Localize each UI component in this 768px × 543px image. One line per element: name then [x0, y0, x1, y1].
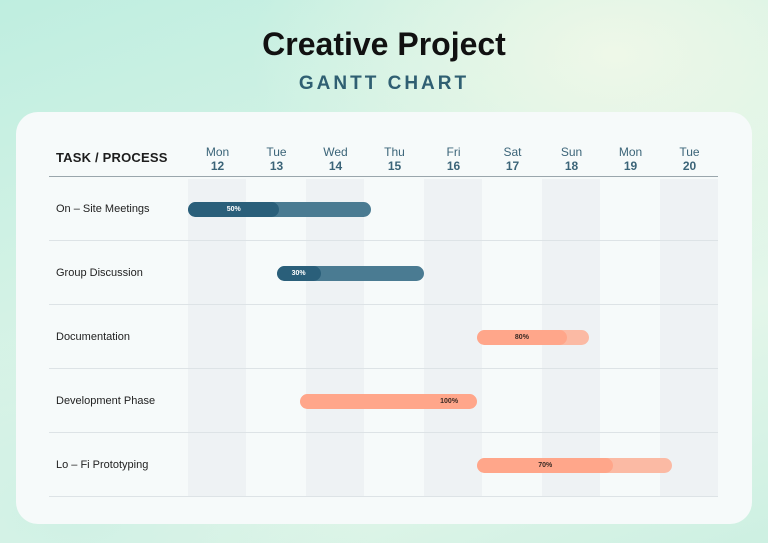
task-label: Documentation: [56, 331, 130, 343]
day-name: Sat: [503, 145, 522, 159]
task-progress-fill: [300, 394, 478, 409]
task-progress-label: 70%: [538, 462, 553, 469]
task-progress-fill: [276, 266, 321, 281]
day-number: 18: [564, 159, 579, 173]
day-name: Fri: [446, 145, 461, 159]
task-label: Group Discussion: [56, 267, 143, 279]
day-number: 13: [269, 159, 284, 173]
task-progress-label: 80%: [514, 334, 529, 341]
day-header: Mon 19: [601, 145, 661, 173]
day-name: Thu: [384, 145, 405, 159]
task-label: On – Site Meetings: [56, 203, 150, 215]
day-number: 12: [210, 159, 225, 173]
task-progress-fill: [477, 330, 567, 345]
day-header: Tue 20: [660, 145, 720, 173]
day-name: Mon: [618, 145, 643, 159]
day-name: Tue: [679, 145, 700, 159]
day-name: Sun: [560, 145, 583, 159]
day-header: Fri 16: [424, 145, 484, 173]
day-header: Mon 12: [188, 145, 248, 173]
row-divider: [49, 240, 718, 241]
day-name: Mon: [205, 145, 230, 159]
row-divider: [49, 432, 718, 433]
task-bar[interactable]: 70%: [477, 458, 672, 473]
task-bar[interactable]: 30%: [276, 266, 424, 281]
task-column-header: TASK / PROCESS: [56, 150, 168, 165]
day-number: 19: [623, 159, 638, 173]
column-stripe: [306, 179, 364, 496]
task-bar[interactable]: 80%: [477, 330, 590, 345]
day-header: Tue 13: [247, 145, 307, 173]
task-label: Lo – Fi Prototyping: [56, 459, 149, 471]
row-divider: [49, 496, 718, 497]
row-divider: [49, 368, 718, 369]
task-progress-fill: [188, 202, 280, 217]
day-number: 14: [328, 159, 343, 173]
task-progress-fill: [477, 458, 614, 473]
day-number: 17: [505, 159, 520, 173]
page-title: Creative Project: [262, 26, 506, 62]
task-label: Development Phase: [56, 395, 156, 407]
day-header: Sun 18: [542, 145, 602, 173]
column-stripe: [660, 179, 718, 496]
day-name: Wed: [323, 145, 348, 159]
task-bar[interactable]: 100%: [300, 394, 478, 409]
task-progress-label: 100%: [440, 398, 459, 405]
header-divider: [49, 176, 718, 177]
task-progress-label: 50%: [226, 206, 241, 213]
day-header: Wed 14: [306, 145, 366, 173]
column-stripe: [424, 179, 482, 496]
task-progress-label: 30%: [291, 270, 306, 277]
day-number: 16: [446, 159, 461, 173]
row-divider: [49, 304, 718, 305]
chart-card: [16, 112, 752, 524]
page-subtitle: GANTT CHART: [298, 73, 470, 94]
day-header: Sat 17: [483, 145, 543, 173]
day-number: 20: [682, 159, 697, 173]
day-name: Tue: [266, 145, 287, 159]
day-header: Thu 15: [365, 145, 425, 173]
day-number: 15: [387, 159, 402, 173]
task-bar[interactable]: 50%: [188, 202, 371, 217]
column-stripe: [188, 179, 246, 496]
